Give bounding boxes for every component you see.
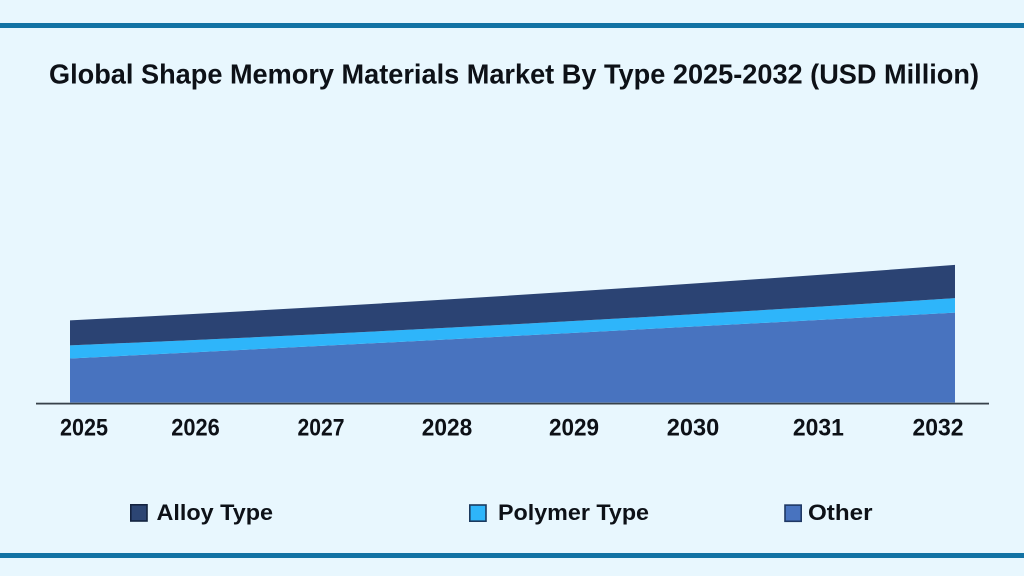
svg-text:2025: 2025 xyxy=(60,415,108,442)
svg-text:2031: 2031 xyxy=(793,415,844,442)
svg-text:Alloy Type: Alloy Type xyxy=(157,500,274,525)
svg-text:2032: 2032 xyxy=(913,415,964,442)
svg-text:2030: 2030 xyxy=(667,415,720,442)
svg-text:Polymer Type: Polymer Type xyxy=(498,500,649,525)
svg-text:Global Shape Memory Materials: Global Shape Memory Materials Market By … xyxy=(49,59,979,90)
svg-text:2026: 2026 xyxy=(171,415,220,442)
svg-text:Other: Other xyxy=(808,500,873,525)
svg-text:2029: 2029 xyxy=(549,415,599,442)
svg-text:2028: 2028 xyxy=(422,415,473,442)
svg-text:2027: 2027 xyxy=(298,415,345,442)
